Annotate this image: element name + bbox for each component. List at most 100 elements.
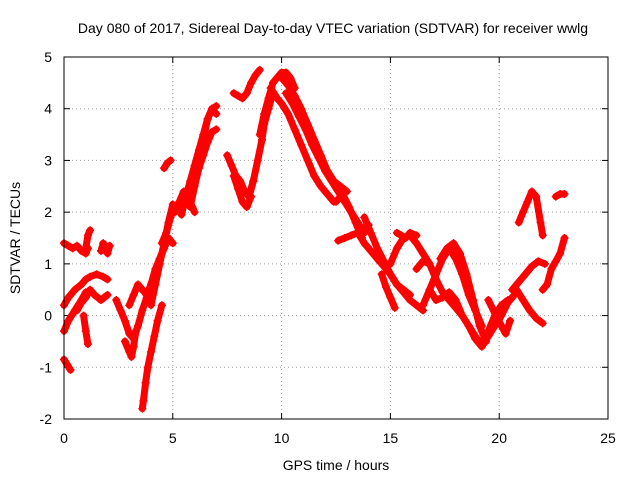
x-tick-label: 15 bbox=[383, 430, 399, 446]
data-point bbox=[223, 151, 232, 160]
data-point bbox=[327, 177, 336, 186]
data-point bbox=[138, 306, 147, 315]
data-point bbox=[538, 231, 547, 240]
series-trace-al bbox=[436, 239, 490, 345]
data-point bbox=[151, 280, 160, 289]
data-point bbox=[112, 296, 121, 305]
data-point bbox=[83, 231, 92, 240]
series-trace-ae bbox=[360, 213, 427, 314]
data-point bbox=[83, 340, 92, 349]
data-point bbox=[314, 153, 323, 162]
data-point bbox=[86, 285, 95, 294]
x-tick-label: 0 bbox=[60, 430, 68, 446]
data-point bbox=[277, 73, 286, 82]
data-point bbox=[92, 270, 101, 279]
y-tick-label: 0 bbox=[44, 308, 52, 324]
grid bbox=[64, 57, 608, 419]
data-point bbox=[475, 321, 484, 330]
data-point bbox=[519, 208, 528, 217]
data-point bbox=[405, 296, 414, 305]
data-point bbox=[64, 316, 73, 325]
data-point bbox=[534, 257, 543, 266]
data-point bbox=[551, 257, 560, 266]
data-point bbox=[449, 239, 458, 248]
data-point bbox=[142, 290, 151, 299]
data-point bbox=[532, 192, 541, 201]
data-point bbox=[273, 94, 282, 103]
data-point bbox=[353, 228, 362, 237]
data-point bbox=[63, 360, 72, 369]
data-point bbox=[264, 94, 273, 103]
x-axis-label: GPS time / hours bbox=[283, 457, 390, 473]
data-point bbox=[386, 293, 395, 302]
data-point bbox=[77, 298, 86, 307]
data-point bbox=[484, 296, 493, 305]
data-point bbox=[295, 112, 304, 121]
data-point bbox=[181, 192, 190, 201]
data-point bbox=[190, 208, 199, 217]
data-point bbox=[464, 321, 473, 330]
data-point bbox=[514, 218, 523, 227]
data-point bbox=[425, 285, 434, 294]
data-point bbox=[234, 91, 243, 100]
data-point bbox=[477, 337, 486, 346]
data-points bbox=[60, 65, 569, 413]
data-point bbox=[120, 316, 129, 325]
data-point bbox=[458, 311, 467, 320]
data-point bbox=[138, 285, 147, 294]
data-point bbox=[425, 259, 434, 268]
data-point bbox=[556, 249, 565, 258]
data-point bbox=[238, 197, 247, 206]
data-point bbox=[249, 177, 258, 186]
data-point bbox=[138, 404, 147, 413]
data-point bbox=[382, 283, 391, 292]
data-point bbox=[538, 319, 547, 328]
data-point bbox=[81, 293, 90, 302]
data-point bbox=[538, 285, 547, 294]
data-point bbox=[96, 296, 105, 305]
data-point bbox=[462, 270, 471, 279]
data-point bbox=[347, 231, 356, 240]
data-point bbox=[133, 280, 142, 289]
data-point bbox=[116, 306, 125, 315]
data-point bbox=[340, 234, 349, 242]
data-point bbox=[86, 272, 95, 281]
series-trace-ar bbox=[515, 188, 547, 239]
data-point bbox=[419, 301, 428, 310]
data-point bbox=[405, 228, 414, 237]
data-point bbox=[66, 365, 75, 374]
data-point bbox=[127, 352, 136, 361]
data-point bbox=[532, 314, 541, 323]
data-point bbox=[147, 347, 156, 356]
data-point bbox=[251, 71, 260, 80]
data-point bbox=[512, 285, 521, 294]
data-point bbox=[131, 327, 140, 336]
data-point bbox=[157, 239, 166, 248]
data-point bbox=[166, 213, 175, 222]
y-tick-label: 1 bbox=[44, 256, 52, 272]
data-point bbox=[103, 275, 112, 284]
data-point bbox=[560, 234, 569, 242]
data-point bbox=[323, 190, 332, 199]
data-point bbox=[157, 301, 166, 310]
data-point bbox=[501, 329, 510, 338]
data-point bbox=[386, 270, 395, 279]
data-point bbox=[125, 347, 134, 356]
data-point bbox=[190, 182, 199, 191]
data-point bbox=[412, 239, 421, 248]
series-trace-ap bbox=[508, 257, 549, 294]
data-point bbox=[150, 332, 159, 341]
data-point bbox=[399, 288, 408, 297]
data-point bbox=[162, 228, 171, 237]
data-point bbox=[105, 241, 114, 250]
data-point bbox=[386, 259, 395, 268]
data-point bbox=[540, 259, 549, 268]
data-point bbox=[177, 210, 186, 219]
data-point bbox=[401, 234, 410, 242]
data-point bbox=[412, 231, 421, 240]
data-point bbox=[527, 187, 536, 196]
data-point bbox=[310, 171, 319, 180]
data-point bbox=[212, 125, 221, 134]
data-point bbox=[73, 241, 82, 250]
data-point bbox=[79, 311, 88, 320]
